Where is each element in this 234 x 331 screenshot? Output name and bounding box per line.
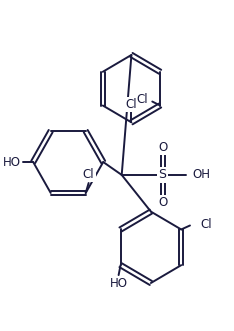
- Text: S: S: [159, 168, 167, 181]
- Text: Cl: Cl: [126, 98, 137, 111]
- Text: O: O: [158, 196, 167, 209]
- Text: Cl: Cl: [137, 93, 148, 106]
- Text: HO: HO: [110, 277, 128, 291]
- Text: OH: OH: [193, 168, 211, 181]
- Text: Cl: Cl: [201, 218, 212, 231]
- Text: Cl: Cl: [83, 167, 95, 181]
- Text: HO: HO: [3, 156, 21, 168]
- Text: O: O: [158, 141, 167, 154]
